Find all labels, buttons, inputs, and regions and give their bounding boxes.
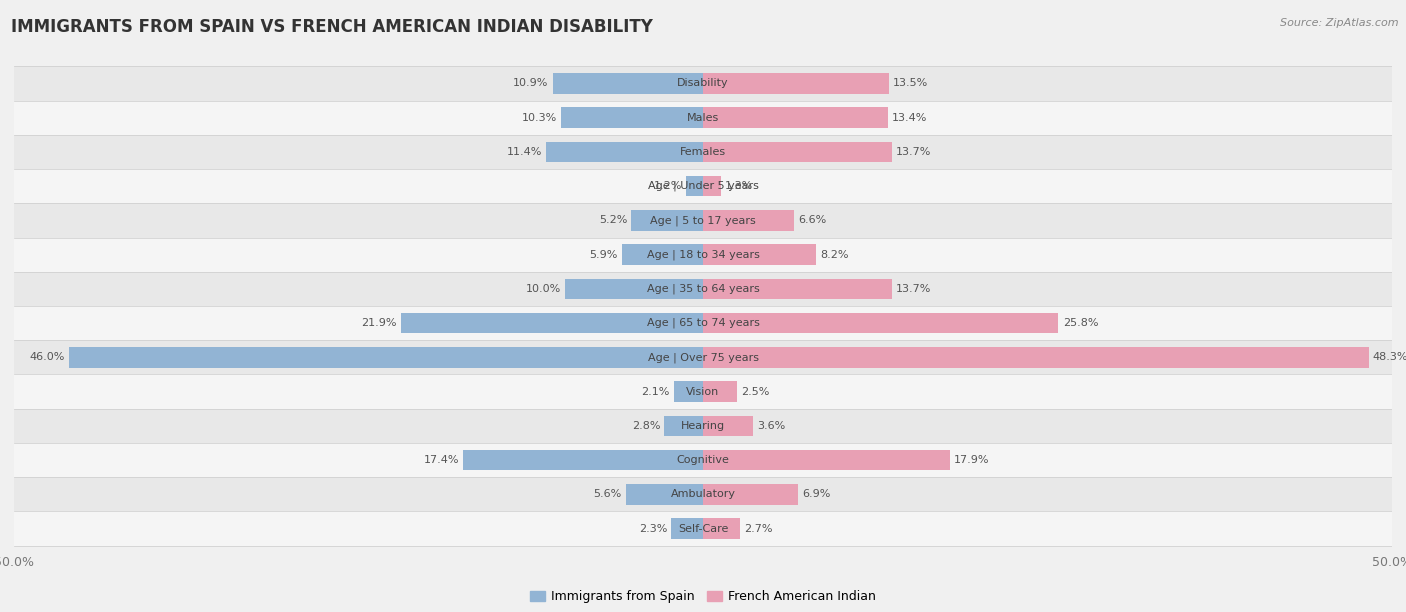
Text: Age | 65 to 74 years: Age | 65 to 74 years [647, 318, 759, 329]
Bar [553, 73, 703, 94]
Bar [14, 443, 1392, 477]
Text: 1.2%: 1.2% [654, 181, 682, 191]
Bar [703, 518, 740, 539]
Text: Cognitive: Cognitive [676, 455, 730, 465]
Text: 10.0%: 10.0% [526, 284, 561, 294]
Text: 17.9%: 17.9% [953, 455, 990, 465]
Text: 2.8%: 2.8% [631, 421, 661, 431]
Bar [703, 141, 891, 162]
Bar [686, 176, 703, 196]
Text: 2.5%: 2.5% [741, 387, 770, 397]
Text: 46.0%: 46.0% [30, 353, 65, 362]
Text: 2.3%: 2.3% [638, 523, 668, 534]
Text: 48.3%: 48.3% [1372, 353, 1406, 362]
Text: IMMIGRANTS FROM SPAIN VS FRENCH AMERICAN INDIAN DISABILITY: IMMIGRANTS FROM SPAIN VS FRENCH AMERICAN… [11, 18, 654, 36]
Bar [703, 278, 891, 299]
Bar [546, 141, 703, 162]
Bar [14, 66, 1392, 100]
Bar [561, 108, 703, 128]
Bar [631, 210, 703, 231]
Text: Males: Males [688, 113, 718, 122]
Text: 3.6%: 3.6% [756, 421, 785, 431]
Text: 13.4%: 13.4% [891, 113, 927, 122]
Bar [621, 244, 703, 265]
Bar [703, 484, 799, 504]
Text: Hearing: Hearing [681, 421, 725, 431]
Text: Age | 18 to 34 years: Age | 18 to 34 years [647, 250, 759, 260]
Text: Age | 35 to 64 years: Age | 35 to 64 years [647, 283, 759, 294]
Bar [463, 450, 703, 471]
Text: 5.9%: 5.9% [589, 250, 617, 259]
Text: 5.2%: 5.2% [599, 215, 627, 225]
Text: 13.7%: 13.7% [896, 284, 931, 294]
Bar [14, 169, 1392, 203]
Bar [703, 381, 738, 402]
Bar [673, 381, 703, 402]
Bar [703, 416, 752, 436]
Bar [703, 210, 794, 231]
Bar [703, 313, 1059, 334]
Bar [14, 375, 1392, 409]
Bar [14, 135, 1392, 169]
Bar [671, 518, 703, 539]
Bar [69, 347, 703, 368]
Text: 21.9%: 21.9% [361, 318, 396, 328]
Text: 10.9%: 10.9% [513, 78, 548, 89]
Bar [401, 313, 703, 334]
Bar [703, 347, 1368, 368]
Text: Age | Over 75 years: Age | Over 75 years [648, 352, 758, 362]
Bar [626, 484, 703, 504]
Text: 2.7%: 2.7% [744, 523, 773, 534]
Text: Females: Females [681, 147, 725, 157]
Text: 1.3%: 1.3% [725, 181, 754, 191]
Text: 10.3%: 10.3% [522, 113, 557, 122]
Text: Source: ZipAtlas.com: Source: ZipAtlas.com [1281, 18, 1399, 28]
Text: Self-Care: Self-Care [678, 523, 728, 534]
Bar [703, 73, 889, 94]
Text: 6.6%: 6.6% [799, 215, 827, 225]
Bar [14, 272, 1392, 306]
Text: 2.1%: 2.1% [641, 387, 669, 397]
Bar [665, 416, 703, 436]
Bar [703, 108, 887, 128]
Text: 6.9%: 6.9% [803, 490, 831, 499]
Text: Age | Under 5 years: Age | Under 5 years [648, 181, 758, 192]
Bar [703, 176, 721, 196]
Text: 5.6%: 5.6% [593, 490, 621, 499]
Bar [14, 340, 1392, 375]
Text: Ambulatory: Ambulatory [671, 490, 735, 499]
Text: 25.8%: 25.8% [1063, 318, 1098, 328]
Text: Age | 5 to 17 years: Age | 5 to 17 years [650, 215, 756, 226]
Bar [703, 450, 949, 471]
Bar [14, 477, 1392, 512]
Bar [14, 203, 1392, 237]
Bar [14, 100, 1392, 135]
Text: 11.4%: 11.4% [506, 147, 541, 157]
Text: Disability: Disability [678, 78, 728, 89]
Bar [14, 512, 1392, 546]
Legend: Immigrants from Spain, French American Indian: Immigrants from Spain, French American I… [524, 585, 882, 608]
Text: 8.2%: 8.2% [820, 250, 849, 259]
Text: 13.5%: 13.5% [893, 78, 928, 89]
Text: 17.4%: 17.4% [423, 455, 460, 465]
Text: Vision: Vision [686, 387, 720, 397]
Bar [565, 278, 703, 299]
Bar [14, 409, 1392, 443]
Text: 13.7%: 13.7% [896, 147, 931, 157]
Bar [703, 244, 815, 265]
Bar [14, 237, 1392, 272]
Bar [14, 306, 1392, 340]
